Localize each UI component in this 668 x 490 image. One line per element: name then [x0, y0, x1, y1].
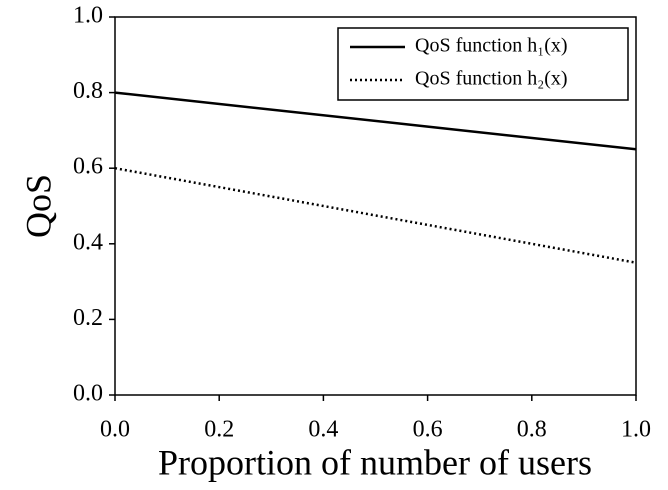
series-line: [114, 91, 637, 151]
y-tick-label: 0.2: [73, 305, 103, 331]
plot-frame: [114, 16, 637, 396]
y-tick-label: 0.4: [73, 229, 103, 255]
y-tick-label: 1.0: [73, 3, 103, 29]
y-tick-label: 0.0: [73, 381, 103, 407]
y-tick-label: 0.8: [73, 78, 103, 104]
legend-label: QoS function h₂(x): [415, 68, 568, 90]
x-tick-label: 0.0: [100, 417, 130, 443]
x-axis-label: Proportion of number of users: [158, 442, 592, 482]
x-tick-label: 1.0: [621, 417, 651, 443]
x-tick-label: 0.6: [413, 417, 443, 443]
y-axis-label: QoS: [18, 174, 58, 238]
series-line: [114, 166, 637, 264]
x-tick-label: 0.8: [517, 417, 547, 443]
x-tick-label: 0.2: [204, 417, 234, 443]
y-tick-label: 0.6: [73, 154, 103, 180]
legend-label: QoS function h₁(x): [415, 35, 568, 57]
legend-box: [337, 27, 629, 101]
x-tick-label: 0.4: [308, 417, 338, 443]
